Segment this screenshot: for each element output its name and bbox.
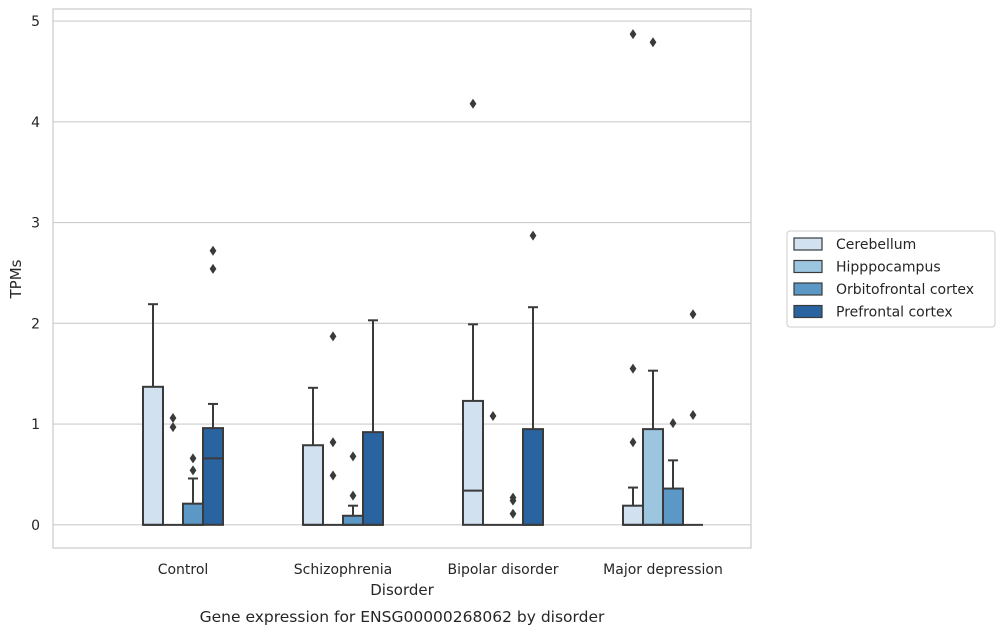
outlier-point — [489, 411, 497, 422]
box-1-0 — [302, 386, 324, 526]
box-3-2 — [662, 418, 684, 526]
outlier-point — [509, 492, 517, 503]
y-tick-label: 4 — [31, 115, 40, 131]
y-axis-ticks: 0 1 2 3 4 5 — [31, 14, 40, 534]
legend-item: Hipppocampus — [793, 259, 941, 276]
legend-frame — [786, 230, 996, 328]
box-body — [522, 428, 544, 526]
x-tick-label: Schizophrenia — [294, 562, 392, 578]
x-tick-label: Major depression — [603, 562, 723, 578]
box-body — [302, 444, 324, 526]
outlier-point — [689, 410, 697, 421]
box-2-3 — [522, 230, 544, 526]
outlier-point — [509, 508, 517, 519]
box-2-1 — [483, 411, 503, 526]
box-2-2 — [503, 492, 523, 526]
box-1-1 — [323, 331, 343, 526]
y-tick-label: 1 — [31, 417, 40, 433]
legend: Cerebellum Hipppocampus Orbitofrontal cort… — [786, 230, 996, 328]
legend-label: Cerebellum — [836, 237, 916, 253]
legend-swatch — [793, 282, 823, 296]
box-0-2 — [182, 453, 204, 526]
box-3-0 — [622, 29, 644, 526]
legend-label: Prefrontal cortex — [836, 305, 953, 321]
box-2-0 — [462, 98, 484, 526]
box-body — [342, 514, 364, 526]
outlier-point — [629, 363, 637, 374]
x-axis-ticks: Control Schizophrenia Bipolar disorder Majo… — [158, 562, 723, 578]
outlier-point — [209, 263, 217, 274]
legend-label: Orbitofrontal cortex — [836, 282, 974, 298]
legend-item: Cerebellum — [793, 237, 916, 253]
outlier-point — [349, 490, 357, 501]
legend-item: Prefrontal cortex — [793, 304, 953, 321]
y-tick-label: 3 — [31, 216, 40, 232]
box-3-1 — [642, 37, 664, 526]
outlier-point — [629, 29, 637, 40]
legend-swatch — [793, 237, 823, 251]
box-body — [462, 399, 484, 526]
box-body — [362, 431, 384, 526]
y-tick-label: 2 — [31, 316, 40, 332]
chart-caption: Gene expression for ENSG00000268062 by d… — [200, 608, 605, 626]
box-3-3 — [683, 309, 703, 526]
outlier-point — [649, 37, 657, 48]
y-tick-label: 5 — [31, 14, 40, 30]
outlier-point — [669, 418, 677, 429]
outlier-point — [169, 422, 177, 433]
outlier-point — [689, 309, 697, 320]
legend-swatch — [793, 304, 823, 319]
outlier-point — [209, 245, 217, 256]
outlier-point — [329, 437, 337, 448]
outlier-point — [189, 453, 197, 464]
legend-item: Orbitofrontal cortex — [793, 282, 974, 298]
box-0-0 — [142, 303, 164, 526]
x-tick-label: Bipolar disorder — [447, 562, 558, 578]
y-axis-title: TPMs — [7, 259, 25, 299]
box-1-2 — [342, 451, 364, 526]
box-body — [182, 502, 204, 526]
box-body — [202, 427, 224, 526]
outlier-point — [189, 465, 197, 476]
box-body — [662, 487, 684, 526]
x-axis-title: Disorder — [370, 581, 434, 599]
outlier-point — [469, 98, 477, 109]
y-tick-label: 0 — [31, 518, 40, 534]
box-plot-marks — [142, 29, 703, 526]
box-1-3 — [362, 319, 384, 526]
box-body — [622, 504, 644, 526]
outlier-point — [169, 413, 177, 424]
plot-frame — [52, 8, 752, 549]
box-0-1 — [163, 413, 183, 526]
outlier-point — [529, 230, 537, 241]
box-body — [142, 385, 164, 526]
x-tick-label: Control — [158, 562, 209, 578]
outlier-point — [349, 451, 357, 462]
outlier-point — [629, 437, 637, 448]
box-0-3 — [202, 245, 224, 526]
outlier-point — [329, 331, 337, 342]
legend-swatch — [793, 259, 823, 274]
legend-label: Hipppocampus — [836, 260, 941, 276]
box-body — [642, 428, 664, 526]
outlier-point — [329, 470, 337, 481]
